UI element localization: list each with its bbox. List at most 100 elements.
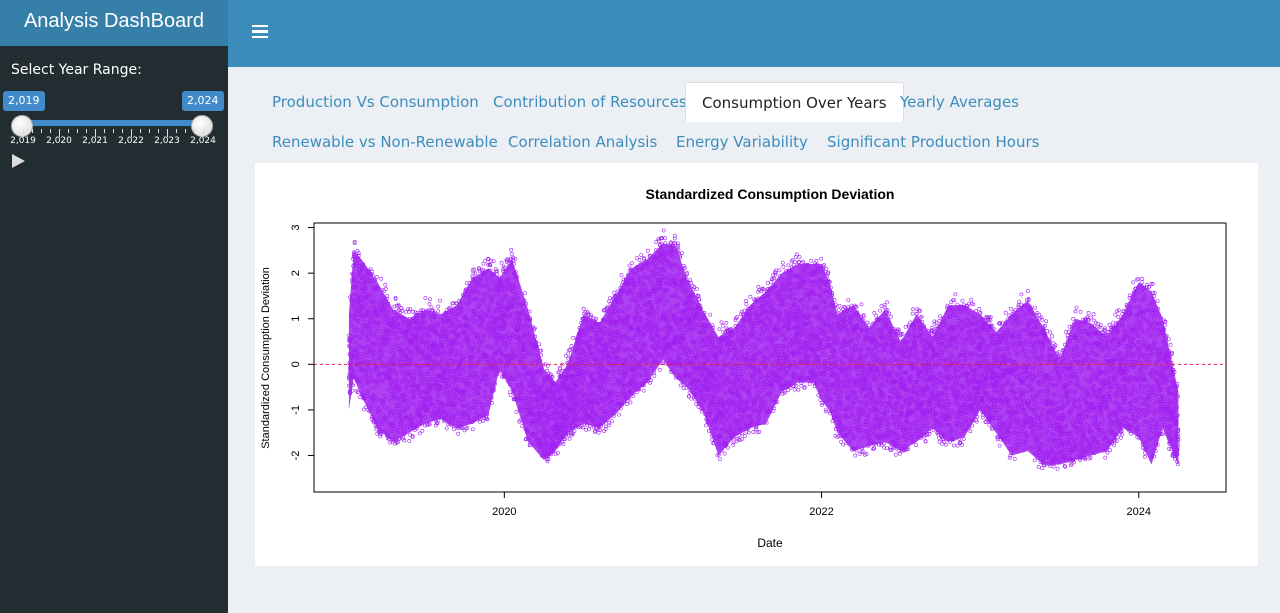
data-point bbox=[537, 342, 542, 347]
data-point bbox=[407, 439, 412, 443]
data-point bbox=[607, 423, 611, 428]
data-point bbox=[546, 457, 551, 462]
data-point bbox=[370, 269, 375, 274]
slider-handle-from[interactable] bbox=[11, 115, 33, 137]
chart-title: Standardized Consumption Deviation bbox=[646, 186, 895, 202]
data-point bbox=[545, 459, 550, 464]
data-point bbox=[509, 247, 514, 252]
plot-panel: Standardized Consumption Deviation Date … bbox=[255, 163, 1258, 566]
slider-minor-tick bbox=[185, 129, 186, 133]
tab-production-vs-consumption[interactable]: Production Vs Consumption bbox=[272, 93, 479, 111]
data-point bbox=[639, 253, 644, 258]
data-point bbox=[566, 433, 571, 438]
data-point bbox=[556, 370, 561, 375]
tab-renewable-vs-non-renewable[interactable]: Renewable vs Non-Renewable bbox=[272, 133, 498, 151]
data-point bbox=[502, 265, 507, 270]
data-point bbox=[486, 257, 491, 262]
data-point bbox=[680, 251, 685, 256]
slider-tick-label: 2,020 bbox=[46, 136, 72, 146]
data-point bbox=[545, 368, 550, 373]
data-point bbox=[689, 281, 694, 285]
slider-handle-to[interactable] bbox=[191, 115, 213, 137]
data-point bbox=[583, 310, 588, 315]
data-point bbox=[428, 297, 432, 302]
slider-tick bbox=[131, 129, 132, 137]
data-point bbox=[694, 287, 699, 291]
data-point bbox=[661, 228, 666, 233]
data-point bbox=[379, 432, 383, 437]
data-point bbox=[557, 366, 562, 371]
slider-tick bbox=[23, 129, 24, 137]
data-point bbox=[429, 305, 434, 310]
slider-ticks: 2,019 2,020 2,021 2,022 2,023 2,024 bbox=[0, 129, 228, 149]
data-point bbox=[355, 249, 360, 253]
x-axis-label: Date bbox=[757, 536, 783, 550]
slider-minor-tick bbox=[32, 129, 33, 133]
data-point bbox=[689, 396, 694, 401]
slider-minor-tick bbox=[149, 129, 150, 133]
data-point bbox=[625, 402, 629, 407]
data-point bbox=[588, 313, 593, 318]
top-navbar bbox=[228, 0, 1280, 67]
data-point bbox=[470, 427, 475, 432]
data-point bbox=[681, 386, 686, 391]
data-point bbox=[444, 426, 449, 431]
data-point bbox=[545, 363, 550, 368]
tab-energy-variability[interactable]: Energy Variability bbox=[676, 133, 808, 151]
data-point bbox=[436, 309, 441, 314]
data-point bbox=[678, 383, 683, 388]
slider-minor-tick bbox=[158, 129, 159, 133]
data-point bbox=[697, 297, 702, 302]
data-point bbox=[567, 436, 572, 441]
data-point bbox=[610, 419, 614, 424]
data-point bbox=[388, 440, 393, 445]
data-point bbox=[673, 241, 678, 246]
data-point bbox=[656, 239, 661, 243]
data-point bbox=[511, 255, 516, 260]
sidebar-toggle-icon[interactable] bbox=[252, 22, 268, 44]
data-point bbox=[396, 303, 401, 308]
sidebar: Select Year Range: 2,019 2,024 2,019 2,02… bbox=[0, 46, 228, 613]
data-point bbox=[663, 236, 668, 241]
data-point bbox=[393, 296, 398, 301]
data-point bbox=[657, 367, 662, 372]
data-point bbox=[411, 309, 415, 314]
data-point bbox=[473, 271, 478, 276]
slider-tick-label: 2,019 bbox=[10, 136, 36, 146]
data-point bbox=[672, 236, 677, 241]
data-point bbox=[509, 252, 514, 256]
tab-correlation-analysis[interactable]: Correlation Analysis bbox=[508, 133, 658, 151]
data-point bbox=[491, 259, 496, 264]
data-point bbox=[514, 410, 519, 414]
data-point bbox=[594, 316, 599, 321]
data-point bbox=[456, 431, 461, 436]
data-point bbox=[481, 419, 486, 423]
data-point bbox=[383, 287, 388, 291]
data-point bbox=[648, 378, 653, 383]
data-point bbox=[362, 407, 366, 412]
data-point bbox=[427, 302, 432, 306]
tab-significant-production-hours[interactable]: Significant Production Hours bbox=[827, 133, 1040, 151]
tab-yearly-averages[interactable]: Yearly Averages bbox=[900, 93, 1019, 111]
data-point bbox=[427, 422, 432, 427]
slider-tick-label: 2,024 bbox=[190, 136, 216, 146]
data-point bbox=[352, 240, 357, 244]
app-logo[interactable]: Analysis DashBoard bbox=[0, 0, 228, 46]
data-point bbox=[356, 251, 361, 256]
data-point bbox=[580, 425, 585, 430]
slider-minor-tick bbox=[122, 129, 123, 133]
play-icon[interactable] bbox=[12, 154, 25, 168]
data-point bbox=[385, 294, 390, 299]
slider-tick bbox=[203, 129, 204, 137]
data-point bbox=[672, 233, 677, 238]
data-point bbox=[413, 310, 418, 315]
tab-consumption-over-years[interactable]: Consumption Over Years bbox=[685, 82, 904, 122]
tab-contribution-of-resources[interactable]: Contribution of Resources bbox=[493, 93, 687, 111]
data-point bbox=[581, 306, 586, 311]
data-point bbox=[687, 394, 692, 399]
data-point bbox=[550, 374, 555, 379]
data-point bbox=[402, 438, 407, 443]
data-point bbox=[671, 241, 676, 245]
data-point bbox=[472, 267, 477, 272]
slider-tick-label: 2,021 bbox=[82, 136, 108, 146]
